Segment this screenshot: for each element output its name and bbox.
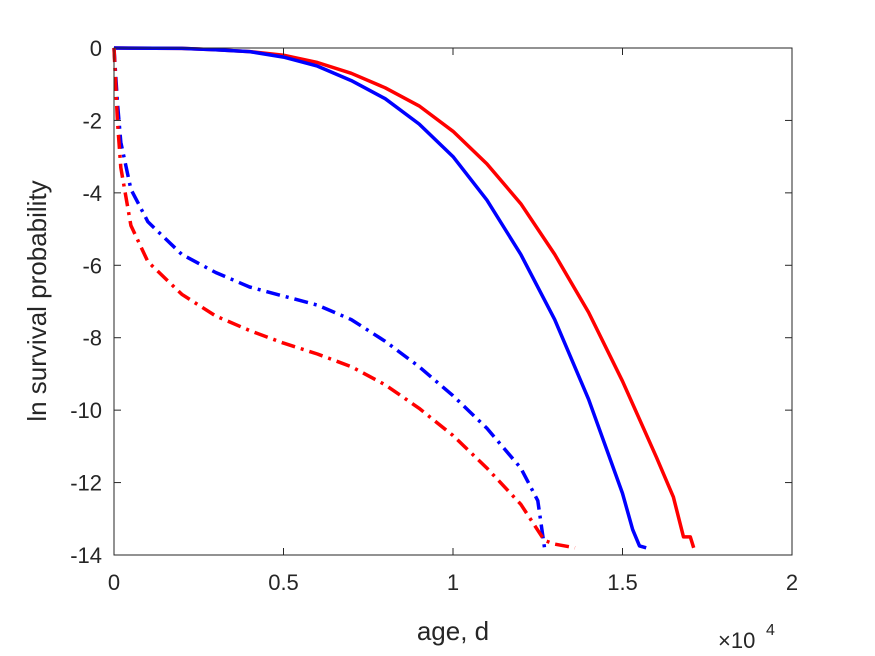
x-tick-label: 1.5 [607, 570, 638, 595]
y-axis-ticks: 0 -2 -4 -6 -8 -10 -12 -14 [70, 36, 792, 568]
x-tick-label: 2 [786, 570, 798, 595]
x-axis-multiplier-exponent: 4 [766, 622, 775, 639]
x-axis-label: age, d [417, 616, 489, 646]
series-line-2 [113, 46, 647, 550]
y-tick-label: -14 [70, 543, 102, 568]
x-axis-ticks: 0 0.5 1 1.5 2 [108, 48, 798, 595]
y-tick-label: -4 [82, 181, 102, 206]
y-tick-label: -12 [70, 471, 102, 496]
y-axis-label: ln survival probability [22, 180, 52, 421]
series-line-3 [112, 47, 547, 549]
x-tick-label: 0.5 [268, 570, 299, 595]
x-axis-multiplier: ×10 [718, 628, 755, 653]
y-tick-label: -2 [82, 108, 102, 133]
x-tick-label: 0 [108, 570, 120, 595]
plot-area [114, 48, 792, 555]
series-line-4 [112, 47, 576, 550]
y-tick-label: -6 [82, 253, 102, 278]
x-tick-label: 1 [447, 570, 459, 595]
y-tick-label: -10 [70, 398, 102, 423]
y-tick-label: -8 [82, 326, 102, 351]
y-tick-label: 0 [90, 36, 102, 61]
series-layer [112, 46, 696, 550]
